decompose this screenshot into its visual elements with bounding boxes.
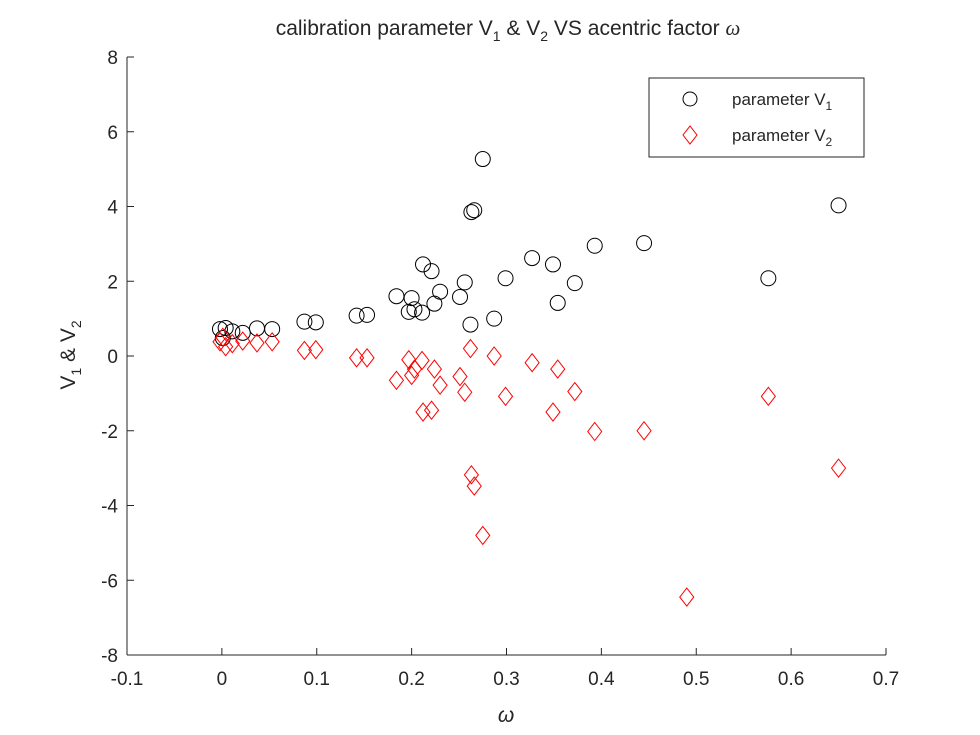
data-point-v2 [249,333,265,353]
data-point-v2 [432,375,448,395]
y-tick-label: -2 [101,422,118,443]
series-parameter-v1 [211,151,847,347]
data-point-v2 [545,402,561,422]
x-tick-label: 0.6 [778,669,804,690]
data-point-v1 [403,290,420,307]
data-point-v2 [414,350,430,371]
data-point-v2 [215,327,231,348]
data-point-v2 [636,420,652,441]
y-tick-label: -4 [101,497,118,518]
data-point-v2 [359,348,375,368]
x-tick-label: 0.2 [398,669,424,690]
data-point-v2 [462,338,479,359]
data-point-v2 [457,382,473,403]
x-tick-label: 0.1 [304,669,330,690]
data-point-v1 [544,256,561,273]
data-point-v1 [234,324,251,341]
data-point-v1 [432,283,449,300]
data-point-v1 [830,197,847,214]
legend: parameter V1 parameter V2 [648,77,865,158]
data-point-v1 [463,204,480,221]
x-tick-label: 0 [217,669,228,690]
data-point-v1 [462,316,479,333]
x-tick-label: -0.1 [111,669,144,690]
data-point-v1 [406,301,423,318]
legend-label-v2: parameter V2 [732,126,833,149]
x-tick-label: 0.4 [588,669,615,690]
data-point-v2 [463,465,480,485]
data-point-v2 [235,331,251,351]
data-point-v2 [486,346,502,366]
y-tick-label: 2 [107,272,118,293]
data-point-v2 [388,370,405,391]
y-tick-label: -6 [101,571,118,592]
data-point-v1 [586,237,603,254]
data-point-v2 [264,331,280,352]
data-point-v1 [359,306,376,323]
data-point-v2 [224,333,240,354]
data-point-v2 [403,365,420,386]
y-tick-label: -8 [101,646,118,667]
data-point-v2 [415,402,431,422]
legend-marker-v2 [682,125,698,145]
data-point-v1 [636,235,653,252]
data-point-v2 [423,400,440,421]
data-point-v2 [524,352,540,373]
data-point-v2 [452,366,468,387]
data-point-v1 [211,321,228,338]
data-point-v1 [566,275,583,292]
data-point-v2 [830,458,847,478]
data-point-v1 [760,270,777,287]
data-point-v1 [549,294,566,311]
legend-box [648,77,865,158]
x-axis-label: ω [498,704,514,727]
data-point-v1 [474,151,491,168]
y-tick-label: 4 [107,198,118,219]
data-point-v1 [486,310,503,327]
data-point-v2 [497,386,514,407]
y-ticks: -8 -6 -4 -2 0 2 4 6 8 [101,48,134,667]
data-point-v2 [567,381,583,402]
x-tick-label: 0.5 [683,669,709,690]
data-point-v2 [679,587,695,607]
data-point-v2 [587,421,603,442]
data-point-v2 [218,336,234,357]
data-point-v1 [264,321,281,338]
data-point-v1 [524,250,541,267]
data-point-v1 [307,314,324,331]
chart-title: calibration parameter V1 & V2 VS acentri… [276,16,741,44]
y-axis-label: V1 & V2 [57,320,84,390]
legend-label-v1: parameter V1 [732,90,833,113]
legend-marker-v1 [682,91,698,107]
data-point-v2 [348,348,365,368]
x-ticks: -0.1 0 0.1 0.2 0.3 0.4 0.5 0.6 0.7 [111,648,899,690]
x-tick-label: 0.7 [873,669,899,690]
x-tick-label: 0.3 [493,669,519,690]
data-point-v1 [497,270,514,287]
data-point-v1 [296,313,313,330]
data-point-v1 [452,288,469,305]
data-point-v2 [401,349,417,370]
data-point-v1 [348,307,365,324]
y-tick-label: 8 [107,48,118,69]
data-point-v2 [475,525,491,546]
data-point-v1 [423,263,440,280]
data-point-v2 [426,359,443,379]
series-parameter-v2 [212,327,847,607]
y-tick-label: 6 [107,123,118,144]
data-point-v2 [760,386,776,407]
data-point-v2 [466,476,482,496]
data-point-v1 [414,304,431,321]
data-point-v1 [456,274,473,291]
data-point-v2 [550,359,566,379]
data-point-v2 [296,340,313,361]
data-point-v1 [415,256,432,273]
data-point-v1 [466,202,483,219]
y-tick-label: 0 [107,347,118,368]
data-point-v2 [308,339,324,360]
